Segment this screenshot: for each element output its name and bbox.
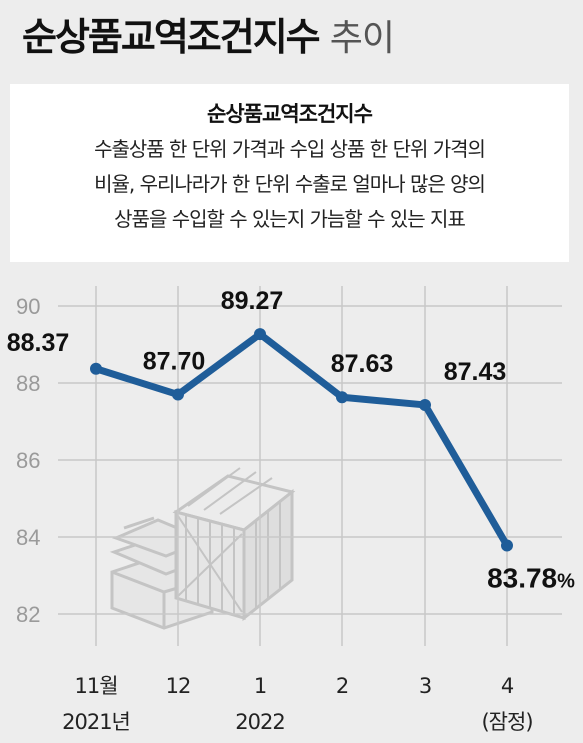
- grid-lines: [58, 286, 562, 646]
- data-label: 87.70: [143, 348, 206, 376]
- y-axis: 82 84 86 88 90: [16, 294, 40, 627]
- data-point: [501, 539, 513, 552]
- x-tick-label: 3: [419, 674, 431, 698]
- data-label: 87.63: [331, 350, 394, 378]
- x-tick-label: 2: [336, 674, 348, 698]
- data-label: 87.43: [444, 358, 507, 386]
- chart-title: 순상품교역조건지수 추이: [22, 6, 395, 61]
- y-tick-label: 90: [16, 294, 40, 319]
- x-tick-label: 1: [254, 674, 266, 698]
- series-index: [90, 328, 513, 552]
- series-line: [92, 330, 511, 549]
- boxes-illustration: [109, 467, 296, 630]
- x-tick-label: 11월: [74, 674, 117, 698]
- y-tick-label: 88: [16, 371, 40, 396]
- data-label: 88.37: [7, 329, 70, 357]
- x-axis: 11월 2021년 12 1 2022 2 3 4 (잠정): [62, 674, 533, 734]
- data-point: [172, 388, 184, 401]
- data-point: [419, 398, 431, 411]
- data-label: 89.27: [221, 287, 284, 315]
- y-tick-label: 84: [16, 525, 40, 550]
- data-label-suffix: %: [557, 570, 575, 592]
- data-label: 83.78%: [487, 562, 575, 593]
- definition-box: 순상품교역조건지수 수출상품 한 단위 가격과 수입 상품 한 단위 가격의 비…: [10, 84, 569, 262]
- x-tick-label: 12: [166, 674, 191, 698]
- definition-line: 상품을 수입할 수 있는지 가늠할 수 있는 지표: [114, 207, 466, 231]
- definition-heading: 순상품교역조건지수: [207, 102, 373, 126]
- data-point: [254, 328, 266, 341]
- x-tick-sublabel: 2022: [235, 710, 284, 734]
- data-labels: 88.37 87.70 89.27 87.63 87.43 83.78%: [7, 287, 575, 593]
- definition-line: 수출상품 한 단위 가격과 수입 상품 한 단위 가격의: [94, 137, 486, 161]
- x-tick-sublabel: (잠정): [481, 710, 532, 734]
- data-point: [336, 391, 348, 404]
- y-tick-label: 82: [16, 602, 40, 627]
- definition-line: 비율, 우리나라가 한 단위 수출로 얼마나 많은 양의: [94, 172, 486, 196]
- title-sub: 추이: [329, 18, 395, 59]
- x-tick-sublabel: 2021년: [62, 710, 130, 734]
- definition-body: 수출상품 한 단위 가격과 수입 상품 한 단위 가격의 비율, 우리나라가 한…: [10, 132, 569, 237]
- y-tick-label: 86: [16, 448, 40, 473]
- data-point: [90, 362, 102, 375]
- x-tick-label: 4: [501, 674, 514, 698]
- title-main: 순상품교역조건지수: [22, 15, 321, 59]
